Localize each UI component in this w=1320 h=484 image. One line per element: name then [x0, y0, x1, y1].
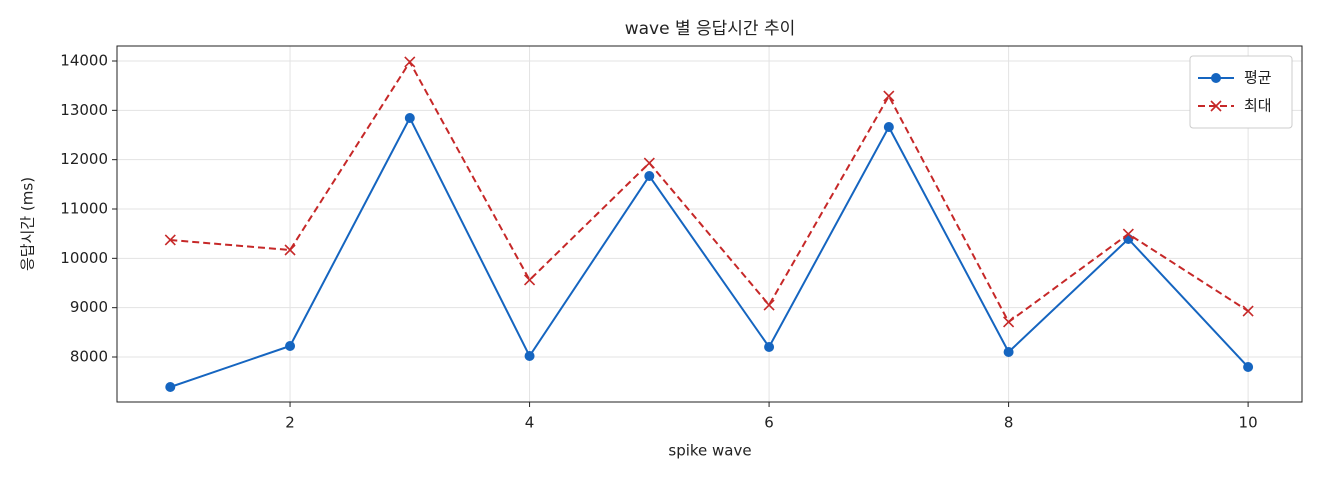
y-tick-label: 12000: [60, 150, 108, 168]
marker: [644, 170, 655, 181]
x-tick-label: 10: [1239, 414, 1258, 432]
y-tick-label: 11000: [60, 200, 108, 218]
marker: [883, 122, 894, 133]
x-axis-label: spike wave: [668, 442, 751, 460]
marker-shape: [1122, 228, 1134, 240]
marker: [164, 234, 176, 246]
marker: [1003, 347, 1014, 358]
marker: [404, 112, 415, 123]
marker: [1122, 228, 1134, 240]
marker: [524, 351, 535, 362]
series-line: [169, 115, 1249, 388]
marker: [284, 244, 296, 256]
marker-shape: [1003, 316, 1015, 328]
marker-shape: [883, 90, 895, 102]
marker: [1243, 362, 1254, 373]
legend-label: 평균: [1244, 69, 1272, 87]
marker: [404, 56, 416, 68]
marker: [883, 90, 895, 102]
marker-shape: [164, 234, 176, 246]
marker: [764, 341, 775, 352]
marker: [1003, 316, 1015, 328]
x-tick-label: 2: [285, 414, 295, 432]
marker: [643, 157, 655, 169]
marker-shape: [404, 56, 416, 68]
x-tick-label: 6: [764, 414, 774, 432]
marker-shape: [763, 299, 775, 311]
y-tick-label: 10000: [60, 249, 108, 267]
marker: [1242, 305, 1254, 317]
y-tick-label: 8000: [70, 348, 108, 366]
marker-shape: [1242, 305, 1254, 317]
y-axis-label: 응답시간 (ms): [19, 177, 37, 271]
series-line: [170, 60, 1249, 324]
marker: [523, 274, 536, 286]
y-tick-label: 13000: [60, 101, 108, 119]
y-tick-label: 9000: [70, 298, 108, 316]
marker-shape: [1210, 100, 1222, 112]
marker: [285, 341, 296, 352]
marker-shape: [523, 274, 536, 286]
legend-label: 최대: [1244, 97, 1272, 115]
marker-shape: [284, 244, 296, 256]
legend-box: [1189, 55, 1293, 129]
marker: [1210, 100, 1222, 112]
x-tick-label: 8: [1004, 414, 1014, 432]
marker: [763, 299, 775, 311]
marker: [165, 382, 176, 393]
y-tick-label: 14000: [60, 51, 108, 69]
x-tick-label: 4: [525, 414, 535, 432]
chart-title: wave 별 응답시간 추이: [625, 19, 796, 39]
plot-frame: [116, 45, 1303, 403]
marker: [1211, 73, 1221, 83]
marker-shape: [643, 157, 655, 169]
